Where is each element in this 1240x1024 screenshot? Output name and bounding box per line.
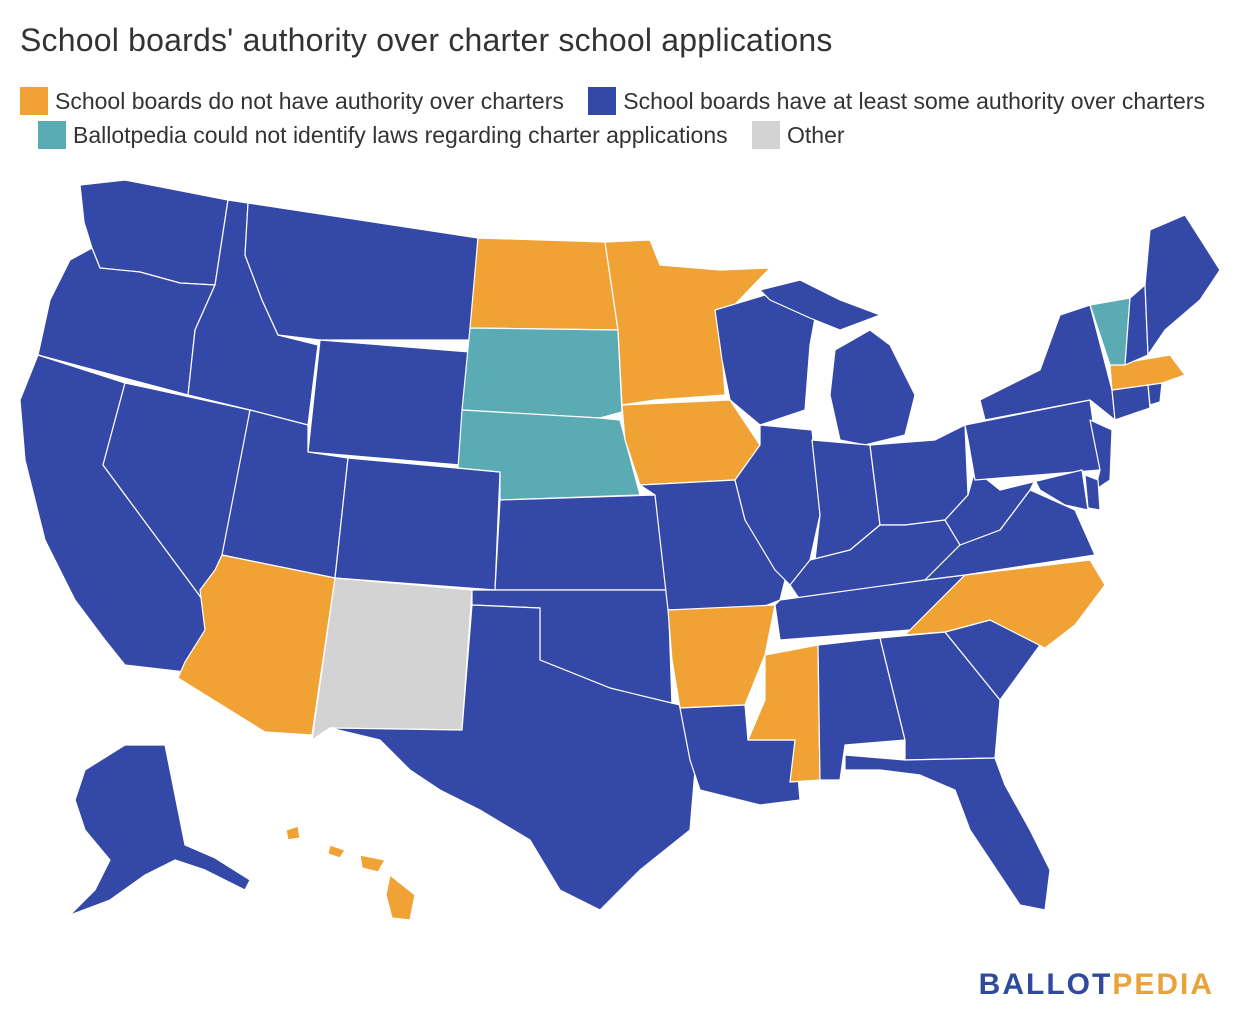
state-mt bbox=[244, 202, 479, 341]
state-mi bbox=[759, 279, 916, 446]
state-nc bbox=[904, 559, 1106, 649]
state-ar bbox=[667, 604, 776, 709]
legend-item-none: School boards do not have authority over… bbox=[20, 87, 564, 115]
state-tx bbox=[329, 604, 696, 911]
legend: School boards do not have authority over… bbox=[20, 84, 1220, 152]
state-fl bbox=[844, 754, 1051, 911]
legend-label: School boards have at least some authori… bbox=[623, 88, 1205, 114]
legend-item-unknown: Ballotpedia could not identify laws rega… bbox=[38, 121, 728, 149]
state-la bbox=[679, 704, 801, 806]
state-ia bbox=[621, 399, 761, 486]
state-ri bbox=[1147, 382, 1163, 406]
ballotpedia-logo: BALLOTPEDIA bbox=[979, 968, 1214, 1002]
logo-part-1: BALLOT bbox=[978, 968, 1113, 1001]
state-nm bbox=[311, 577, 473, 741]
state-ny bbox=[979, 304, 1116, 421]
legend-label: Ballotpedia could not identify laws rega… bbox=[73, 122, 728, 148]
legend-swatch bbox=[20, 87, 48, 115]
legend-item-some: School boards have at least some authori… bbox=[588, 87, 1205, 115]
legend-label: School boards do not have authority over… bbox=[55, 88, 564, 114]
page-title: School boards' authority over charter sc… bbox=[20, 22, 833, 58]
legend-swatch bbox=[588, 87, 617, 115]
state-ak bbox=[69, 744, 251, 916]
legend-label: Other bbox=[787, 122, 845, 148]
state-wy bbox=[307, 339, 471, 466]
state-ct bbox=[1111, 384, 1151, 421]
state-me bbox=[1144, 214, 1221, 356]
state-ks bbox=[494, 494, 669, 591]
logo-part-2: PEDIA bbox=[1112, 968, 1214, 1001]
legend-swatch bbox=[752, 121, 781, 149]
legend-item-other: Other bbox=[752, 121, 845, 149]
state-hi bbox=[285, 825, 416, 921]
state-nh bbox=[1124, 284, 1149, 366]
state-co bbox=[334, 457, 501, 591]
state-nd bbox=[469, 237, 619, 331]
state-nj bbox=[1089, 419, 1113, 491]
state-de bbox=[1084, 474, 1101, 511]
legend-swatch bbox=[38, 121, 66, 149]
state-md bbox=[999, 469, 1089, 511]
state-sd bbox=[461, 327, 623, 419]
